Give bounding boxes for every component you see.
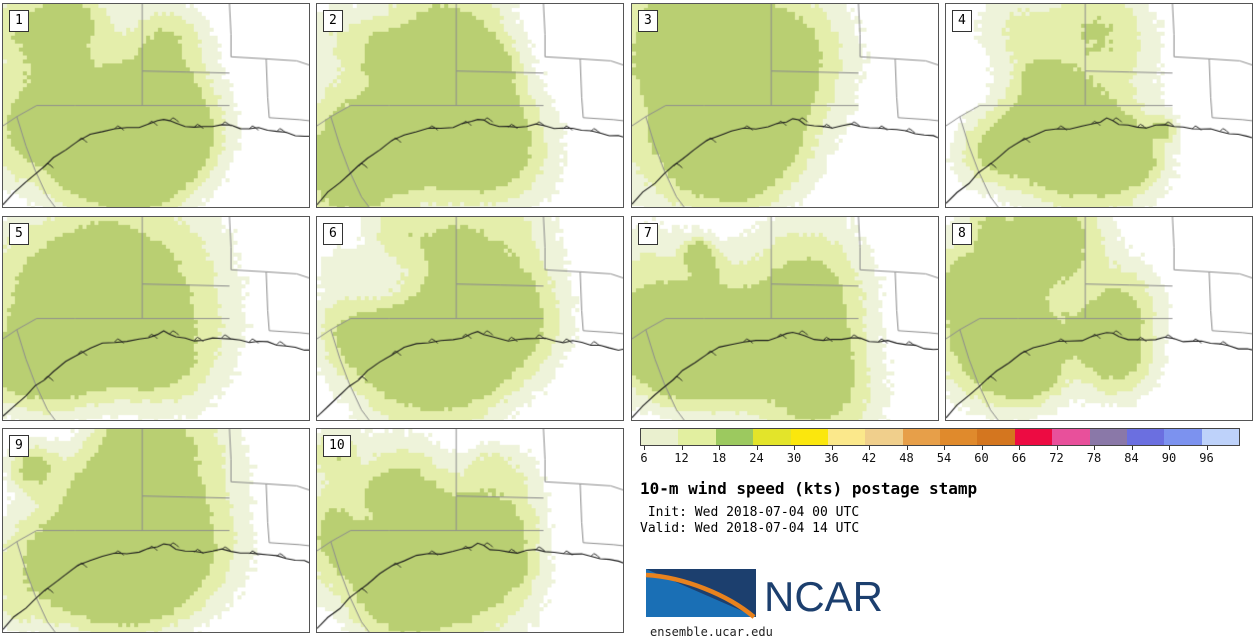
colorbar-tick-label: 96	[1199, 451, 1214, 465]
colorbar-tick	[1056, 446, 1058, 450]
colorbar-segment	[678, 429, 716, 445]
colorbar-tick	[944, 446, 945, 450]
colorbar-tick-label: 78	[1086, 451, 1102, 465]
map-panel[interactable]: 6	[316, 216, 624, 421]
colorbar-tick	[681, 446, 683, 450]
colorbar-segment	[1052, 429, 1090, 445]
panel-number-badge: 3	[638, 10, 658, 32]
colorbar-tick	[1131, 446, 1133, 450]
colorbar-tick	[1206, 446, 1208, 450]
map-panel[interactable]: 7	[631, 216, 939, 421]
colorbar-tick	[1019, 446, 1020, 450]
colorbar	[640, 428, 1240, 446]
colorbar-tick-label: 54	[936, 451, 952, 465]
colorbar-tick-label: 90	[1161, 451, 1177, 465]
legend-block: 6 12 18 24 30 36 42 48 54 60 66 72 78 84 90 96 10-m win…	[636, 425, 1260, 639]
wind-speed-field	[946, 4, 1252, 207]
map-panel[interactable]: 1	[2, 3, 310, 208]
colorbar-tick-label: 48	[899, 451, 914, 465]
colorbar-segment	[1164, 429, 1202, 445]
map-panel[interactable]: 9	[2, 428, 310, 633]
panel-number-badge: 4	[952, 10, 972, 32]
colorbar-segment	[977, 429, 1015, 445]
panel-number-badge: 5	[9, 223, 29, 245]
wind-speed-field	[317, 429, 623, 632]
panel-number-badge: 7	[638, 223, 658, 245]
wind-speed-field	[632, 217, 938, 420]
wind-speed-field	[317, 4, 623, 207]
colorbar-tick-label: 42	[861, 451, 877, 465]
colorbar-tick-label: 66	[1011, 451, 1027, 465]
colorbar-segment	[865, 429, 903, 445]
colorbar-tick	[981, 446, 983, 450]
colorbar-segment	[827, 429, 866, 445]
map-panel[interactable]: 8	[945, 216, 1253, 421]
chart-title: 10-m wind speed (kts) postage stamp	[640, 479, 978, 498]
map-panel[interactable]: 4	[945, 3, 1253, 208]
valid-time-label: Valid: Wed 2018-07-04 14 UTC	[640, 521, 860, 536]
panel-number-badge: 10	[323, 435, 351, 457]
wind-speed-field	[632, 4, 938, 207]
colorbar-tick-label: 72	[1049, 451, 1064, 465]
map-panel[interactable]: 5	[2, 216, 310, 421]
colorbar-segment	[641, 429, 679, 445]
ncar-logo: NCAR	[644, 565, 944, 625]
colorbar-segment	[715, 429, 754, 445]
colorbar-segment	[940, 429, 978, 445]
colorbar-tick	[831, 446, 833, 450]
colorbar-segment	[1014, 429, 1053, 445]
colorbar-segment	[1201, 429, 1239, 445]
colorbar-tick	[1094, 446, 1095, 450]
branding-url: ensemble.ucar.edu	[650, 625, 773, 639]
colorbar-tick-label: 30	[786, 451, 802, 465]
colorbar-tick-label: 12	[674, 451, 689, 465]
colorbar-tick	[756, 446, 758, 450]
panel-number-badge: 8	[952, 223, 972, 245]
colorbar-segment	[753, 429, 791, 445]
wind-speed-field	[3, 4, 309, 207]
panel-number-badge: 6	[323, 223, 343, 245]
colorbar-segment	[1089, 429, 1127, 445]
colorbar-ticks: 6 12 18 24 30 36 42 48 54 60 66 72 78 84 90 96	[640, 446, 1240, 470]
colorbar-segment	[1126, 429, 1165, 445]
init-time-label: Init: Wed 2018-07-04 00 UTC	[640, 505, 860, 520]
colorbar-segment	[902, 429, 940, 445]
colorbar-tick	[794, 446, 795, 450]
panel-number-badge: 2	[323, 10, 343, 32]
colorbar-tick	[906, 446, 908, 450]
colorbar-tick-label: 60	[974, 451, 989, 465]
colorbar-tick-label: 36	[824, 451, 839, 465]
map-panel[interactable]: 2	[316, 3, 624, 208]
wind-speed-field	[3, 429, 309, 632]
wind-speed-field	[3, 217, 309, 420]
colorbar-tick	[644, 446, 645, 450]
panel-number-badge: 9	[9, 435, 29, 457]
colorbar-tick-label: 24	[749, 451, 764, 465]
map-panel[interactable]: 10	[316, 428, 624, 633]
colorbar-tick-label: 18	[711, 451, 727, 465]
map-panel[interactable]: 3	[631, 3, 939, 208]
wind-speed-field	[946, 217, 1252, 420]
colorbar-tick	[1169, 446, 1170, 450]
colorbar-tick	[869, 446, 870, 450]
colorbar-segment	[790, 429, 828, 445]
wind-speed-field	[317, 217, 623, 420]
panel-number-badge: 1	[9, 10, 29, 32]
svg-text:NCAR: NCAR	[764, 573, 883, 620]
colorbar-tick	[719, 446, 720, 450]
colorbar-tick-label: 84	[1124, 451, 1139, 465]
colorbar-tick-label: 6	[640, 451, 648, 465]
